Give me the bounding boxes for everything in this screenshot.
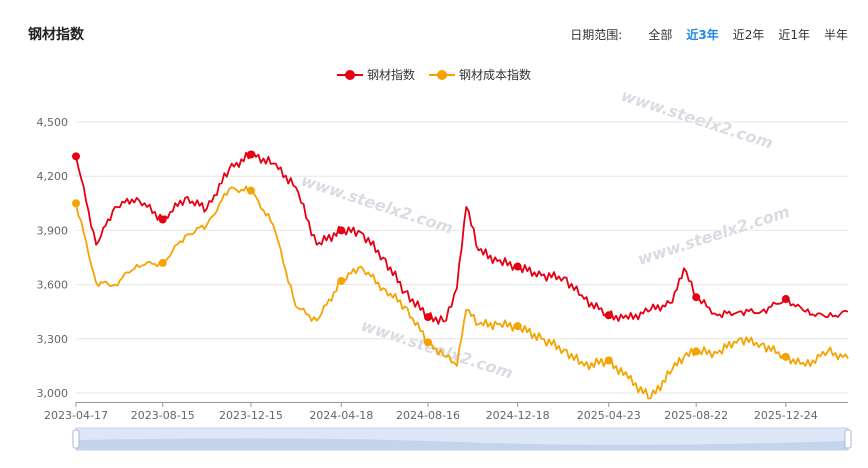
y-tick-label: 4,500 (37, 116, 69, 129)
data-point-marker (692, 293, 701, 302)
svg-text:www.steelx2.com: www.steelx2.com (635, 202, 792, 269)
data-point-marker (604, 356, 613, 365)
x-tick-label: 2023-08-15 (131, 409, 195, 422)
y-tick-label: 3,600 (37, 279, 69, 292)
series-lines (75, 151, 849, 400)
y-tick-label: 3,300 (37, 333, 69, 346)
data-point-marker (424, 338, 433, 347)
series-line-0 (75, 151, 849, 325)
grid-lines (76, 121, 848, 394)
data-point-marker (337, 226, 346, 235)
data-point-marker (246, 186, 255, 195)
y-tick-label: 3,000 (37, 387, 69, 400)
data-point-marker (158, 215, 167, 224)
x-tick-label: 2024-08-16 (396, 409, 460, 422)
range-option-6m[interactable]: 半年 (823, 28, 848, 42)
range-option-1y[interactable]: 近1年 (778, 28, 810, 42)
x-tick-label: 2025-04-23 (577, 409, 641, 422)
data-point-marker (513, 322, 522, 331)
zoom-handle-left (72, 429, 80, 449)
legend-label-steel: 钢材指数 (366, 68, 415, 82)
data-point-marker (692, 347, 701, 356)
date-range-label: 日期范围: (570, 28, 623, 42)
zoom-slider-preview (76, 438, 848, 450)
x-tick-label: 2025-12-24 (754, 409, 818, 422)
range-option-2y[interactable]: 近2年 (732, 28, 765, 42)
watermark-layer: www.steelx2.com www.steelx2.com www.stee… (299, 86, 792, 383)
data-point-marker (604, 311, 613, 320)
zoom-slider[interactable] (72, 427, 852, 451)
x-tick-label: 2024-12-18 (486, 409, 550, 422)
x-tick-label: 2023-12-15 (219, 409, 283, 422)
legend-line-marker-icon (429, 69, 455, 80)
x-tick-label: 2023-04-17 (44, 409, 108, 422)
x-axis: 2023-04-17 2023-08-15 2023-12-15 2024-04-18… (44, 402, 848, 422)
x-tick-label: 2024-04-18 (309, 409, 373, 422)
y-tick-label: 4,200 (37, 170, 69, 183)
legend-item-cost[interactable]: 钢材成本指数 (429, 66, 531, 83)
series-line-1 (75, 185, 849, 400)
page-title: 钢材指数 (28, 27, 84, 43)
data-point-marker (781, 352, 790, 361)
date-range-selector: 日期范围: 全部 近3年 近2年 近1年 半年 (570, 26, 848, 43)
data-point-marker (158, 258, 167, 267)
data-point-marker (246, 150, 255, 159)
svg-text:www.steelx2.com: www.steelx2.com (299, 171, 456, 238)
y-tick-label: 3,900 (37, 224, 69, 237)
legend-line-marker-icon (336, 69, 363, 80)
data-point-marker (337, 276, 346, 285)
data-point-marker (781, 295, 790, 304)
legend-label-cost: 钢材成本指数 (459, 68, 532, 82)
range-option-3y[interactable]: 近3年 (686, 28, 719, 42)
x-tick-label: 2025-08-22 (664, 409, 728, 422)
y-axis: 4,500 4,200 3,900 3,600 3,300 3,000 (37, 116, 69, 400)
svg-text:www.steelx2.com: www.steelx2.com (619, 86, 776, 153)
data-point-marker (513, 262, 522, 271)
legend-item-steel[interactable]: 钢材指数 (336, 66, 415, 83)
data-point-marker (424, 313, 433, 322)
series-markers (72, 150, 790, 365)
data-point-marker (72, 199, 80, 208)
chart-legend: 钢材指数 钢材成本指数 (0, 66, 868, 83)
data-point-marker (72, 152, 80, 161)
zoom-handle-right (844, 429, 852, 449)
range-option-all[interactable]: 全部 (648, 28, 673, 42)
